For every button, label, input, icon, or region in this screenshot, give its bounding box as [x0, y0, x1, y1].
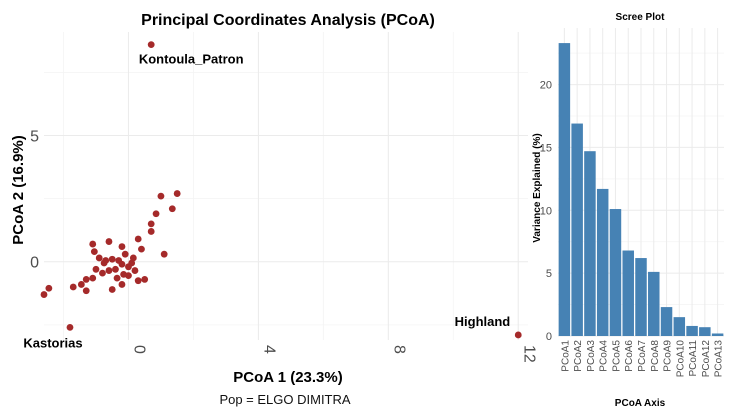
pcoa-point [141, 276, 149, 283]
scree-x-tick-label: PCoA13 [714, 340, 725, 378]
scree-x-tick-label: PCoA6 [624, 340, 635, 372]
scree-x-tick-label: PCoA11 [688, 340, 699, 377]
pcoa-point [66, 323, 74, 331]
scree-y-tick-label: 5 [546, 268, 552, 280]
pcoa-point [118, 281, 126, 288]
pcoa-annotation-label: Kastorias [23, 335, 82, 350]
pcoa-y-tick-label: 0 [30, 255, 39, 272]
scree-bar-chart: Scree Plot 0 5 10 15 20 PCoA1 PCoA2 PCoA3 PCoA4… [532, 12, 725, 409]
scree-y-tick-label: 15 [540, 142, 552, 154]
pcoa-point [173, 190, 181, 197]
scree-bar [558, 43, 571, 336]
pcoa-points [40, 41, 522, 339]
scree-x-tick-label: PCoA8 [650, 340, 661, 372]
pcoa-point [118, 243, 126, 250]
pcoa-y-axis-label: PCoA 2 (16.9%) [10, 135, 27, 244]
pcoa-point [89, 274, 97, 282]
pcoa-point [89, 240, 97, 248]
pcoa-annotations: Kontoula_Patron Highland Kastorias [23, 52, 510, 351]
scree-x-tick-label: PCoA2 [573, 340, 584, 372]
scree-x-tick-label: PCoA3 [586, 340, 597, 372]
pcoa-point [99, 269, 106, 277]
pcoa-point [108, 255, 116, 263]
scree-x-tick-label: PCoA9 [663, 340, 674, 372]
pcoa-x-tick-label: 0 [130, 345, 147, 354]
pcoa-point [90, 248, 98, 256]
pcoa-point [108, 286, 116, 293]
pcoa-point [112, 265, 119, 273]
pcoa-x-tick-label: 12 [520, 345, 537, 363]
scree-x-tick-label: PCoA5 [611, 340, 622, 372]
scree-bar [686, 325, 698, 336]
pcoa-annotation-label: Highland [455, 314, 511, 329]
pcoa-point [82, 287, 90, 295]
scree-bar [596, 188, 609, 336]
scree-bar [660, 307, 673, 336]
pcoa-point [131, 267, 139, 274]
scree-y-tick-label: 10 [540, 205, 552, 217]
pcoa-point [514, 331, 522, 339]
pcoa-point [160, 250, 168, 258]
scree-y-tick-label: 20 [540, 80, 552, 92]
pcoa-point [125, 272, 132, 280]
scree-bar [622, 250, 634, 336]
pcoa-x-tick-label: 4 [260, 345, 277, 354]
pcoa-point [152, 210, 160, 218]
scree-x-tick-label: PCoA7 [637, 340, 648, 372]
pcoa-y-tick-label: 5 [30, 129, 39, 146]
scree-bar [635, 258, 647, 336]
pcoa-point [113, 274, 121, 282]
pcoa-point [105, 238, 113, 245]
pcoa-point [134, 235, 142, 243]
pcoa-point [157, 192, 165, 200]
pcoa-point [134, 277, 142, 285]
scree-y-axis-label: Variance Explained (%) [532, 133, 543, 243]
pcoa-scatter-chart: Principal Coordinates Analysis (PCoA) 0 4… [10, 12, 537, 386]
pcoa-annotation-label: Kontoula_Patron [139, 52, 244, 67]
scree-title: Scree Plot [616, 12, 666, 23]
scree-y-tick-labels: 0 5 10 15 20 [540, 80, 552, 343]
scree-bar [673, 317, 686, 336]
pcoa-point [95, 254, 103, 262]
pcoa-title: Principal Coordinates Analysis (PCoA) [141, 12, 435, 29]
scree-bar [609, 209, 622, 336]
pcoa-x-axis-label: PCoA 1 (23.3%) [233, 369, 342, 386]
scree-x-tick-label: PCoA4 [599, 340, 610, 372]
pcoa-point [100, 259, 108, 267]
scree-x-axis-label: PCoA Axis [615, 398, 666, 409]
pcoa-point [121, 250, 129, 258]
scree-bars [558, 43, 724, 337]
scree-x-tick-label: PCoA1 [560, 340, 571, 372]
pcoa-point [147, 228, 155, 235]
scree-bar [584, 151, 596, 336]
pcoa-point [129, 254, 137, 262]
scree-bar [699, 327, 711, 336]
scree-bar [711, 333, 724, 336]
pcoa-point [92, 265, 100, 273]
population-caption: Pop = ELGO DIMITRA [219, 392, 351, 407]
pcoa-point [105, 267, 113, 274]
pcoa-point [77, 281, 85, 288]
pcoa-point [118, 260, 126, 268]
scree-bar [571, 123, 583, 337]
pcoa-point [138, 245, 145, 253]
pcoa-y-tick-labels: 05 [30, 129, 39, 272]
scree-bar [648, 271, 660, 336]
pcoa-point [45, 284, 53, 292]
scree-y-tick-label: 0 [546, 331, 552, 343]
pcoa-point [40, 291, 48, 298]
scree-x-tick-label: PCoA10 [675, 340, 686, 378]
scree-x-tick-labels: PCoA1 PCoA2 PCoA3 PCoA4 PCoA5 PCoA6 PCoA7 PCoA8… [560, 340, 724, 378]
scree-x-tick-label: PCoA12 [701, 340, 712, 378]
pcoa-point [147, 41, 155, 49]
pcoa-point [168, 205, 176, 213]
pcoa-point [82, 276, 90, 283]
pcoa-point [69, 283, 77, 291]
pcoa-point [147, 220, 155, 228]
pcoa-x-tick-labels: 0 4 8 12 [130, 345, 537, 363]
pcoa-gridlines [44, 32, 528, 340]
pcoa-x-tick-label: 8 [390, 345, 407, 354]
